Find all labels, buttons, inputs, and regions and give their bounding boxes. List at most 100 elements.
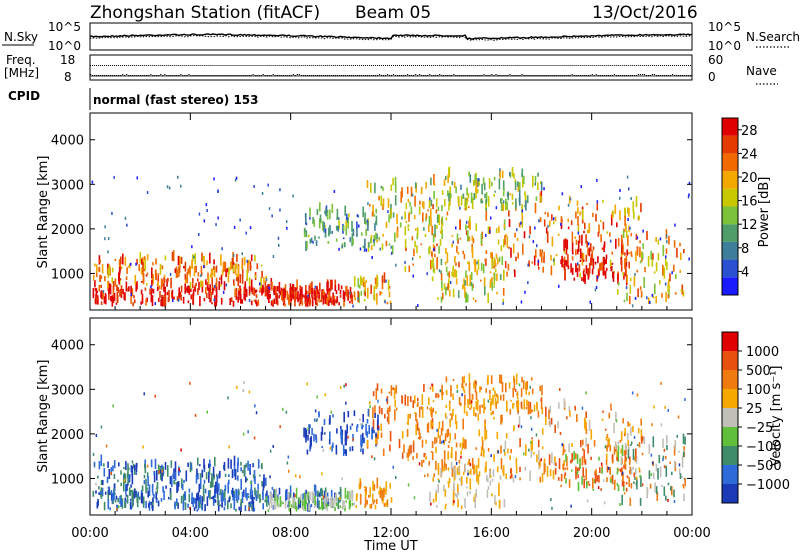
colorbar-tick-label: −1000 (746, 478, 790, 493)
data-cell (490, 375, 493, 385)
data-cell (108, 283, 110, 295)
data-cell (317, 490, 319, 497)
data-cell (641, 252, 644, 260)
data-cell (617, 484, 620, 492)
data-cell (564, 268, 566, 279)
data-cell (269, 475, 271, 479)
x-tick-label: 04:00 (172, 526, 209, 541)
data-cell (287, 455, 290, 459)
data-cell (439, 435, 441, 444)
data-cell (665, 248, 668, 254)
data-cell (357, 290, 359, 302)
data-cell (203, 494, 205, 502)
data-cell (95, 264, 98, 273)
data-cell (240, 478, 242, 490)
data-cell (236, 499, 239, 503)
data-cell (593, 440, 596, 447)
data-cell (172, 473, 175, 476)
nave-point (256, 65, 258, 66)
data-cell (494, 268, 497, 273)
data-cell (326, 284, 329, 295)
data-cell (324, 228, 327, 238)
data-cell (100, 284, 102, 288)
freq-point (571, 74, 573, 76)
data-cell (545, 406, 547, 417)
data-cell (339, 289, 342, 295)
data-cell (529, 470, 531, 481)
data-cell (389, 444, 391, 452)
data-cell (578, 235, 581, 244)
data-cell (124, 501, 126, 508)
nave-point (92, 65, 94, 66)
data-cell (344, 487, 347, 499)
data-cell (146, 191, 149, 194)
data-cell (392, 465, 394, 469)
data-cell (477, 178, 479, 187)
data-cell (351, 423, 354, 426)
data-cell (282, 302, 285, 306)
data-cell (489, 394, 491, 400)
data-cell (414, 395, 416, 404)
data-cell (585, 254, 588, 262)
data-cell (660, 423, 663, 427)
data-cell (375, 444, 377, 447)
nave-point (617, 65, 619, 66)
nave-point (435, 65, 437, 66)
freq-point (393, 74, 395, 76)
data-cell (367, 408, 370, 417)
data-cell (369, 401, 371, 405)
data-cell (213, 474, 215, 480)
data-cell (502, 394, 505, 401)
data-cell (609, 232, 611, 237)
data-cell (519, 477, 521, 481)
data-cell (214, 499, 217, 503)
data-cell (203, 256, 205, 267)
data-cell (333, 299, 335, 306)
data-cell (249, 286, 251, 293)
data-cell (322, 499, 324, 502)
nave-point (659, 65, 661, 66)
data-cell (189, 281, 192, 289)
data-cell (371, 427, 373, 439)
data-cell (476, 399, 479, 411)
nave-point (322, 65, 324, 66)
data-cell (416, 452, 418, 459)
data-cell (673, 264, 675, 272)
data-cell (495, 227, 498, 234)
data-cell (523, 204, 526, 208)
data-cell (440, 296, 443, 303)
data-cell (565, 260, 568, 267)
data-cell (581, 406, 584, 410)
data-cell (631, 391, 634, 395)
data-cell (251, 495, 253, 504)
data-cell (370, 237, 372, 244)
data-cell (198, 483, 201, 493)
data-cell (540, 181, 543, 191)
nave-point (507, 65, 509, 66)
data-cell (435, 493, 437, 502)
data-cell (337, 225, 339, 232)
nave-point (593, 65, 595, 66)
data-cell (227, 396, 229, 400)
y-tick-label: 3000 (51, 383, 84, 398)
data-cell (206, 292, 208, 298)
data-cell (609, 444, 612, 452)
data-cell (313, 290, 316, 296)
data-cell (212, 477, 214, 488)
nsky-panel: N.Sky 10^5 10^0 10^5 10^0 N.Search (2, 20, 800, 53)
data-cell (330, 496, 333, 508)
data-cell (315, 302, 317, 305)
data-cell (448, 166, 451, 178)
data-cell (345, 432, 348, 441)
nave-point (515, 65, 517, 66)
data-cell (454, 433, 457, 440)
data-cell (437, 206, 440, 211)
data-cell (566, 467, 569, 471)
data-cell (112, 286, 115, 297)
data-cell (157, 464, 160, 475)
data-cell (279, 496, 282, 507)
data-cell (164, 462, 167, 470)
data-cell (495, 253, 498, 260)
data-cell (102, 291, 104, 300)
data-cell (212, 495, 215, 506)
